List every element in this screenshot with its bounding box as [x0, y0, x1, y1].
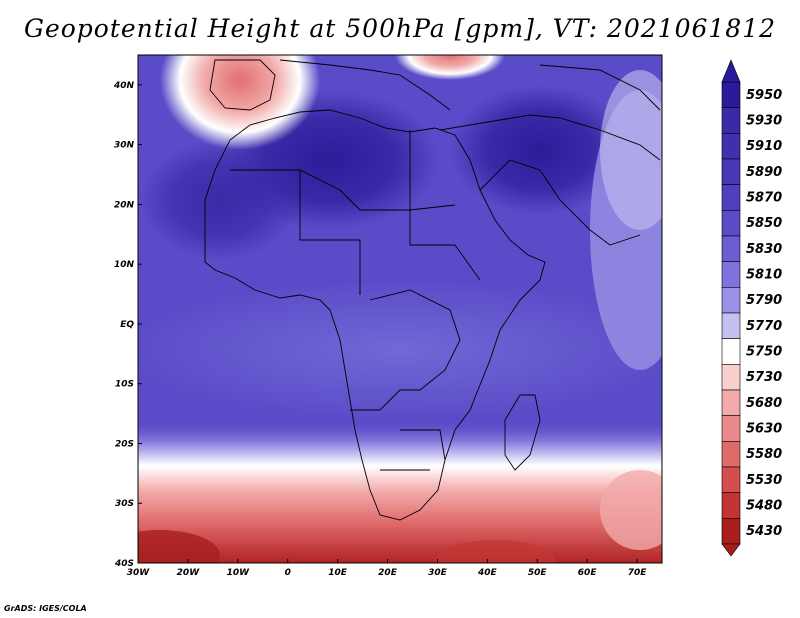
x-tick-label: 10E: [328, 568, 348, 578]
colorbar-label: 5680: [746, 396, 782, 411]
y-tick-label: 40S: [114, 559, 134, 569]
colorbar-label: 5630: [746, 422, 782, 437]
y-tick-label: 10S: [115, 380, 134, 390]
colorbar-swatch: [721, 158, 741, 185]
x-tick-label: 30E: [428, 568, 448, 578]
colorbar-label: 5430: [746, 524, 782, 539]
colorbar-swatch: [721, 235, 741, 262]
colorbar-label: 5870: [746, 191, 782, 206]
colorbar-bottom-arrow: [721, 543, 741, 557]
x-tick-label: 30W: [127, 568, 151, 578]
y-tick-label: 20S: [115, 439, 134, 449]
colorbar-swatch: [721, 184, 741, 211]
colorbar-swatch: [721, 415, 741, 442]
colorbar-label: 5830: [746, 242, 782, 257]
colorbar-label: 5890: [746, 165, 782, 180]
y-tick-label: 10N: [114, 260, 135, 270]
y-tick-label: 30S: [115, 499, 134, 509]
colorbar-swatch: [721, 312, 741, 339]
colorbar-label: 5790: [746, 293, 782, 308]
colorbar-label: 5910: [746, 139, 782, 154]
colorbar-label: 5950: [746, 88, 782, 103]
y-tick-label: 30N: [114, 141, 135, 151]
coastlines: [204, 59, 661, 521]
colorbar-swatch: [721, 441, 741, 468]
colorbar-swatch: [721, 364, 741, 391]
colorbar-label: 5530: [746, 473, 782, 488]
x-tick-label: 40E: [477, 568, 498, 578]
colorbar-label: 5810: [746, 268, 782, 283]
colorbar-swatch: [721, 133, 741, 160]
x-tick-label: 60E: [578, 568, 598, 578]
y-tick-label: 40N: [113, 81, 135, 91]
colorbar-label: 5850: [746, 216, 782, 231]
colorbar-label: 5730: [746, 370, 782, 385]
x-tick-label: 20W: [177, 568, 201, 578]
map-title: Geopotential Height at 500hPa [gpm], VT:…: [23, 14, 777, 43]
height-field: [138, 55, 662, 563]
x-tick-label: 20E: [378, 568, 398, 578]
colorbar-swatch: [721, 287, 741, 314]
colorbar-label: 5480: [746, 499, 782, 514]
colorbar-swatch: [721, 81, 741, 108]
colorbar-swatch: [721, 466, 741, 493]
colorbar-label: 5770: [746, 319, 782, 334]
colorbar-label: 5580: [746, 447, 782, 462]
y-tick-label: EQ: [120, 320, 134, 330]
plot-frame: [137, 54, 663, 564]
colorbar-swatch: [721, 261, 741, 288]
colorbar-swatch: [721, 518, 741, 545]
colorbar-label: 5930: [746, 114, 782, 129]
colorbar-swatch: [721, 107, 741, 134]
x-tick-label: 10W: [227, 568, 251, 578]
colorbar-label: 5750: [746, 345, 782, 360]
colorbar-top-arrow: [721, 59, 741, 83]
colorbar-swatch: [721, 338, 741, 365]
grads-credit: GrADS: IGES/COLA: [4, 604, 87, 613]
y-tick-label: 20N: [114, 200, 135, 210]
colorbar-swatch: [721, 492, 741, 519]
x-tick-label: 70E: [628, 568, 648, 578]
colorbar-swatch: [721, 210, 741, 237]
colorbar: 5950 5930 5910 5890 5870 5850 5830 5810 5790 5770…: [721, 59, 782, 557]
x-tick-label: 0: [285, 568, 291, 578]
x-tick-label: 50E: [528, 568, 548, 578]
colorbar-swatch: [721, 389, 741, 416]
